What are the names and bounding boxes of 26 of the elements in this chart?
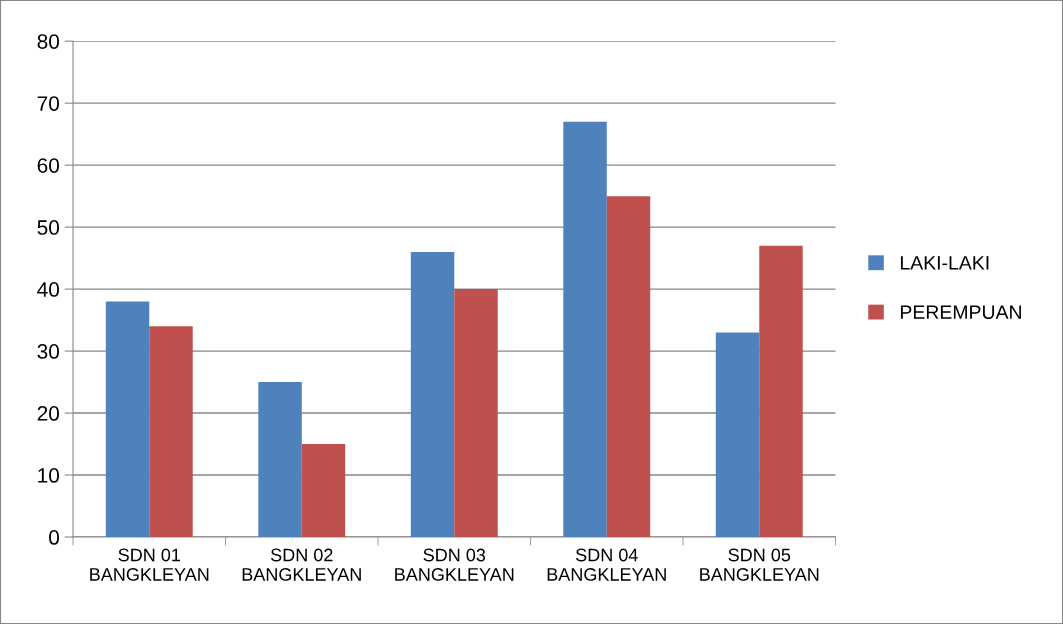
bar [454,289,498,538]
legend-label: LAKI-LAKI [900,256,989,270]
bar [301,444,346,538]
y-tick-label: 10 [38,468,60,483]
x-tick-label: SDN 01 BANGKLEYAN [90,548,209,581]
x-tick-label: SDN 03 BANGKLEYAN [395,548,514,581]
y-tick-label: 80 [37,34,60,49]
y-tick-label: 0 [49,530,60,545]
y-tick-label: 70 [37,96,60,111]
bar [149,326,193,538]
x-tick-label: SDN 02 BANGKLEYAN [242,548,361,581]
y-tick-label: 60 [37,158,60,173]
bar [105,301,150,538]
legend-label: PEREMPUAN [900,305,1021,320]
x-tick-label: SDN 05 BANGKLEYAN [700,548,819,581]
bar [606,196,651,538]
bar [563,121,607,538]
y-tick-label: 50 [37,220,60,235]
x-tick-label: SDN 04 BANGKLEYAN [547,548,666,581]
bar [715,332,760,538]
bar [258,382,302,538]
y-tick-label: 20 [37,406,60,421]
bar [410,251,455,538]
y-tick-label: 40 [37,282,60,297]
y-tick-label: 30 [37,344,60,359]
bar [759,245,803,538]
